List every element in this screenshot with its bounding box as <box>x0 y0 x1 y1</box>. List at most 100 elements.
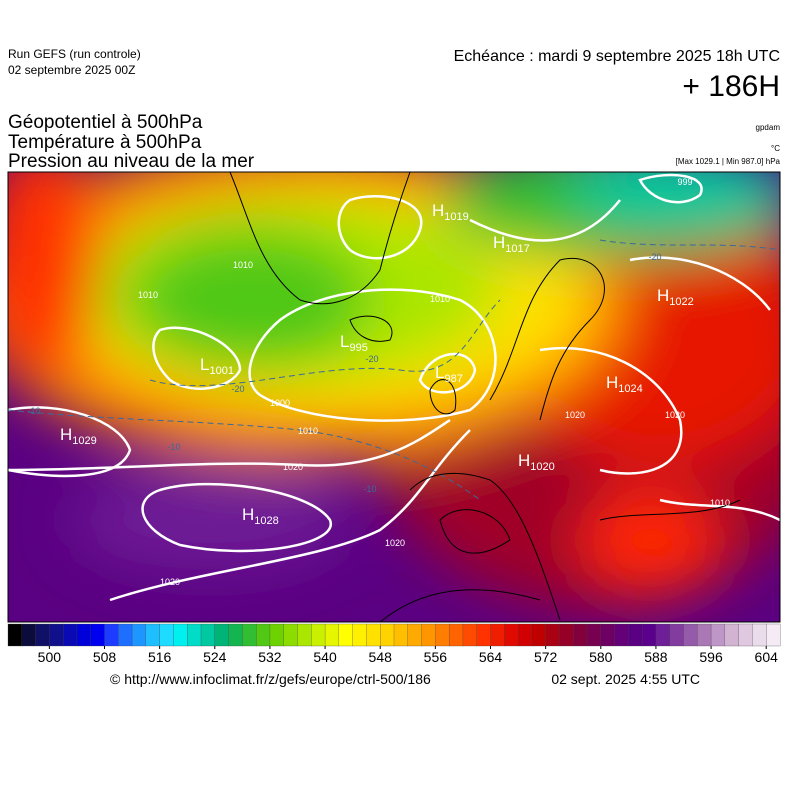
colorbar-swatch <box>559 623 574 647</box>
colorbar-swatch <box>242 623 257 647</box>
colorbar-swatch <box>311 623 326 647</box>
colorbar-swatch <box>655 623 671 647</box>
colorbar-swatch <box>49 623 64 647</box>
colorbar-swatch <box>641 623 657 647</box>
pressure-center: L995 <box>340 332 368 354</box>
isobar-label: 999 <box>677 177 692 187</box>
isobar-label: 1020 <box>565 410 585 420</box>
colorbar-swatch <box>297 623 312 647</box>
temperature-label: -10 <box>167 442 180 452</box>
center-letter: H <box>657 286 669 305</box>
center-value: 987 <box>444 373 462 385</box>
map: H1029H1028L1001L995L987H1019H1017H1022H1… <box>8 172 780 622</box>
temperature-label: -20 <box>365 354 378 364</box>
colorbar-swatch <box>131 623 147 647</box>
unit-label: °C <box>771 144 780 153</box>
colorbar-tick-label: 556 <box>424 649 448 665</box>
colorbar-tick-label: 588 <box>644 649 668 665</box>
unit-label: gpdam <box>756 123 781 132</box>
isobar-label: 1010 <box>710 498 730 508</box>
pressure-center: H1022 <box>657 286 694 308</box>
colorbar-swatch <box>76 623 92 647</box>
colorbar-swatch <box>380 623 395 647</box>
center-value: 995 <box>349 342 367 354</box>
colorbar-swatch <box>724 623 740 647</box>
colorbar-swatch <box>214 623 230 647</box>
colorbar-swatch <box>421 623 436 647</box>
pressure-center: H1020 <box>518 451 555 473</box>
colorbar-swatch <box>738 623 753 647</box>
pressure-center: H1024 <box>606 373 643 395</box>
colorbar-swatch <box>21 623 37 647</box>
colorbar-swatch <box>145 623 161 647</box>
colorbar-swatch <box>710 623 726 647</box>
colorbar-swatch <box>62 623 78 647</box>
isobar-label: 1020 <box>283 462 303 472</box>
colorbar-swatch <box>752 623 767 647</box>
center-letter: H <box>432 201 444 220</box>
colorbar-swatch <box>628 623 643 647</box>
isobar-label: 1020 <box>385 538 405 548</box>
colorbar-swatch <box>7 623 23 647</box>
center-letter: H <box>242 505 254 524</box>
colorbar-swatch <box>118 623 133 647</box>
center-value: 1022 <box>669 296 693 308</box>
colorbar-tick-label: 596 <box>699 649 723 665</box>
colorbar-swatch <box>407 623 423 647</box>
colorbar-swatch <box>614 623 629 647</box>
colorbar-swatch <box>600 623 616 647</box>
pressure-center: H1019 <box>432 201 469 223</box>
colorbar-swatch <box>352 623 367 647</box>
colorbar-tick-label: 572 <box>534 649 558 665</box>
colorbar-tick-label: 604 <box>755 649 779 665</box>
colorbar-tick-label: 500 <box>38 649 62 665</box>
footer-issued: 02 sept. 2025 4:55 UTC <box>551 671 700 687</box>
center-value: 1019 <box>444 211 468 223</box>
isobar-label: 1020 <box>160 577 180 587</box>
center-letter: L <box>435 363 444 382</box>
colorbar-swatch <box>283 623 298 647</box>
pressure-center: H1029 <box>60 425 97 447</box>
colorbar-swatch <box>586 623 602 647</box>
colorbar-swatch <box>490 623 505 647</box>
colorbar-tick-label: 580 <box>589 649 613 665</box>
colorbar-swatch <box>255 623 271 647</box>
colorbar-swatch <box>669 623 684 647</box>
center-value: 1029 <box>72 435 96 447</box>
colorbar-swatch <box>573 623 588 647</box>
colorbar-swatch <box>200 623 216 647</box>
colorbar-swatch <box>159 623 174 647</box>
center-letter: L <box>340 332 349 351</box>
colorbar-swatch <box>697 623 712 647</box>
colorbar-swatch <box>35 623 50 647</box>
colorbar-swatch <box>504 623 519 647</box>
title-line: Géopotentiel à 500hPa <box>8 112 203 133</box>
colorbar-swatch <box>462 623 478 647</box>
isobar-label: 1010 <box>138 290 158 300</box>
colorbar-swatch <box>366 623 381 647</box>
colorbar-tick-label: 532 <box>258 649 282 665</box>
center-value: 1001 <box>209 365 233 377</box>
colorbar-swatch <box>228 623 243 647</box>
temperature-label: -10 <box>27 406 40 416</box>
colorbar-tick-label: 540 <box>313 649 337 665</box>
isobar-label: 1020 <box>665 410 685 420</box>
temperature-label: -20 <box>231 384 244 394</box>
colorbar-tick-label: 508 <box>93 649 117 665</box>
isobar-label: 1010 <box>233 260 253 270</box>
lead-time: + 186H <box>682 70 780 103</box>
pressure-center: L987 <box>435 363 463 385</box>
colorbar-swatch <box>187 623 202 647</box>
colorbar-swatch <box>766 623 781 647</box>
unit-label: [Max 1029.1 | Min 987.0] hPa <box>676 157 781 166</box>
run-label: Run GEFS (run controle) <box>8 47 141 61</box>
colorbar-swatch <box>517 623 533 647</box>
colorbar-swatch <box>393 623 409 647</box>
colorbar-swatch <box>531 623 547 647</box>
colorbar-swatch <box>173 623 188 647</box>
colorbar-swatch <box>435 623 450 647</box>
colorbar-swatch <box>104 623 119 647</box>
isobar-label: 1000 <box>270 398 290 408</box>
pressure-center: H1017 <box>493 233 530 255</box>
center-value: 1017 <box>505 243 529 255</box>
